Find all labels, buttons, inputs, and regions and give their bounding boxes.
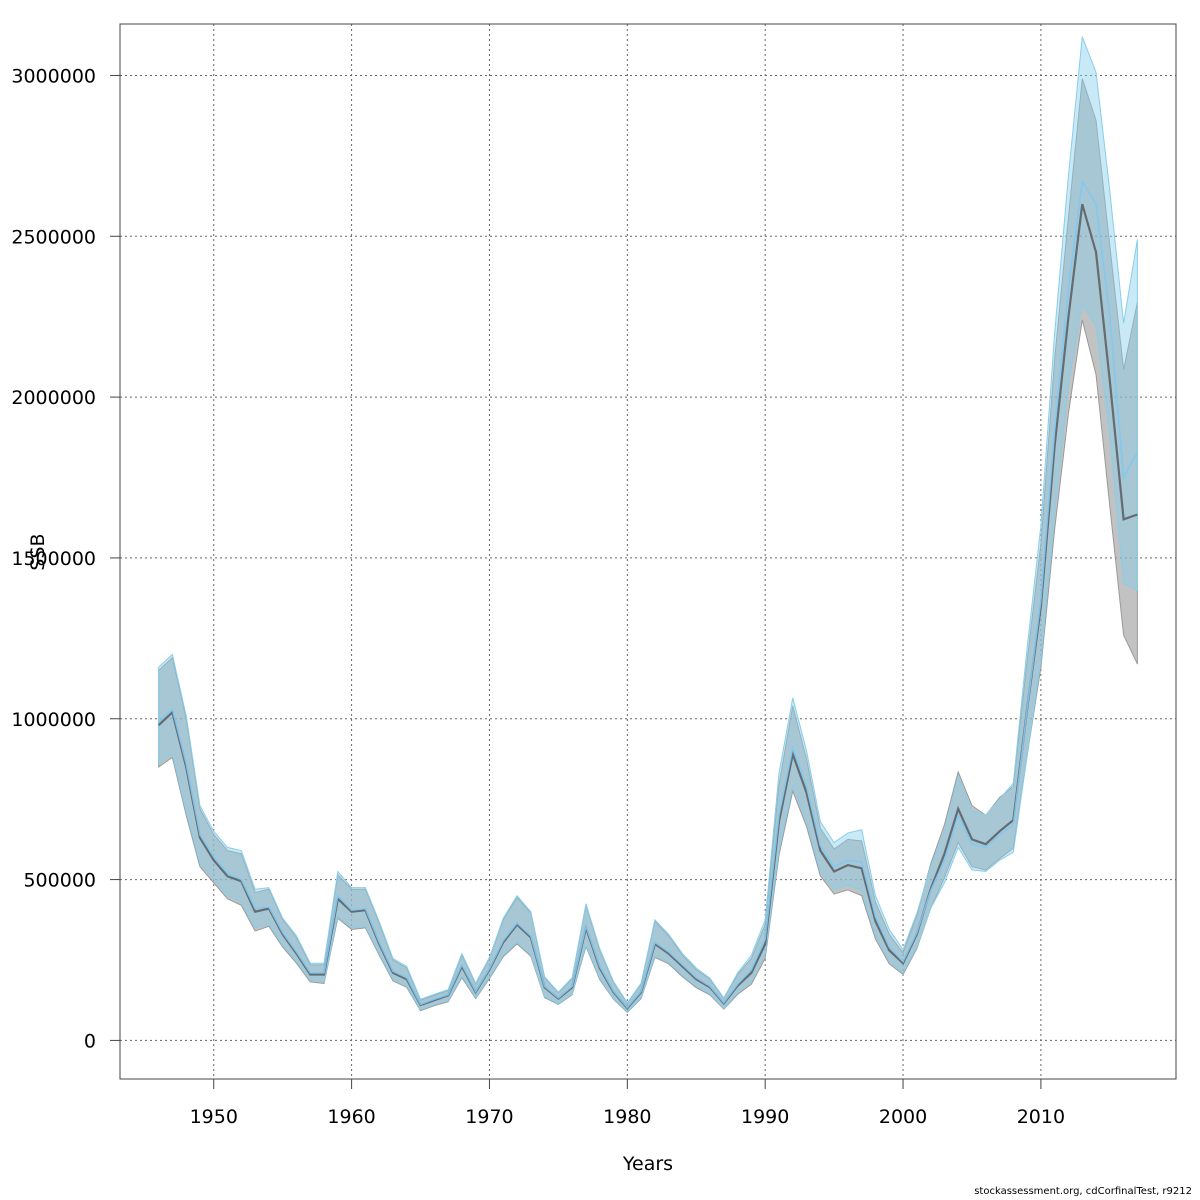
y-tick-label: 3000000 (11, 65, 96, 87)
grid-lines (120, 24, 1176, 1079)
footer-credit: stockassessment.org, cdCorfinalTest, r92… (974, 1186, 1192, 1197)
x-tick-label: 1980 (603, 1106, 651, 1128)
y-axis: 0 500000 1000000 1500000 2000000 2500000 30000… (11, 65, 120, 1052)
series-line-2 (158, 179, 1139, 1009)
y-tick-label: 1500000 (11, 548, 96, 570)
plot-frame (119, 23, 1177, 1080)
x-tick-label: 1990 (741, 1106, 789, 1128)
x-axis: 1950 1960 1970 1980 1990 2000 2010 (190, 1079, 1065, 1128)
y-tick-label: 0 (84, 1030, 96, 1052)
y-tick-label: 1000000 (11, 709, 96, 731)
x-tick-label: 1950 (190, 1106, 238, 1128)
x-tick-label: 2000 (879, 1106, 927, 1128)
series-line-1 (157, 203, 1138, 1010)
x-axis-label: Years (622, 1153, 673, 1175)
series-lines (157, 179, 1139, 1010)
y-tick-label: 2000000 (11, 387, 96, 409)
x-tick-label: 2010 (1017, 1106, 1065, 1128)
y-axis-label: SSB (27, 533, 49, 570)
confidence-band-1 (158, 78, 1138, 1014)
confidence-bands (158, 36, 1138, 1014)
confidence-band-2 (158, 36, 1138, 1013)
y-tick-label: 500000 (23, 870, 96, 892)
y-tick-label: 2500000 (11, 226, 96, 248)
x-tick-label: 1970 (465, 1106, 513, 1128)
x-tick-label: 1960 (327, 1106, 375, 1128)
